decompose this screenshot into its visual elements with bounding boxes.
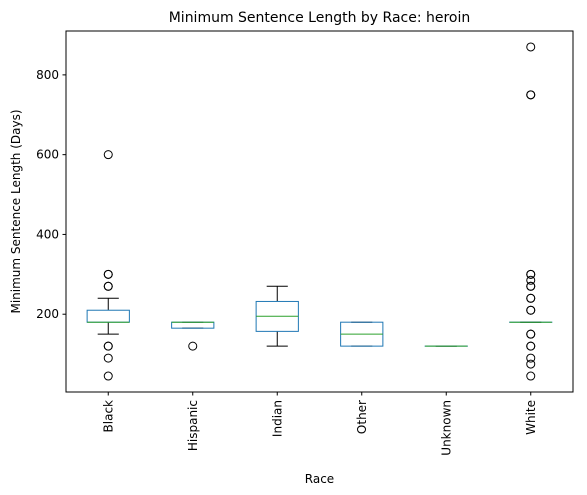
flier-point <box>103 371 113 381</box>
flier-point <box>526 269 536 279</box>
x-tick-label: Black <box>101 400 115 433</box>
y-tick-label: 400 <box>36 227 59 241</box>
flier-point <box>188 341 198 351</box>
flier-point <box>526 329 536 339</box>
flier-point <box>526 42 536 52</box>
y-axis-title: Minimum Sentence Length (Days) <box>9 109 23 313</box>
flier-point <box>526 275 536 285</box>
box-indian <box>255 285 299 347</box>
flier-point <box>103 281 113 291</box>
chart-title: Minimum Sentence Length by Race: heroin <box>169 10 471 26</box>
flier-point <box>526 293 536 303</box>
box-iqr <box>86 309 130 323</box>
box-other <box>340 321 384 347</box>
box-black <box>86 150 130 381</box>
flier-point <box>526 359 536 369</box>
x-tick-label: Unknown <box>439 400 453 456</box>
x-axis-title: Race <box>305 472 334 486</box>
box-hispanic <box>171 321 215 351</box>
flier-point <box>103 341 113 351</box>
x-tick-label: Other <box>355 400 369 434</box>
y-tick-label: 200 <box>36 307 59 321</box>
flier-point <box>526 90 536 100</box>
y-tick-label: 600 <box>36 148 59 162</box>
x-tick-label: Hispanic <box>186 400 200 451</box>
flier-point <box>526 281 536 291</box>
x-tick-label: Indian <box>270 400 284 437</box>
flier-point <box>526 341 536 351</box>
box-white <box>509 42 553 381</box>
y-tick-label: 800 <box>36 68 59 82</box>
flier-point <box>103 269 113 279</box>
flier-point <box>103 150 113 160</box>
plot-frame <box>65 30 574 393</box>
flier-point <box>526 353 536 363</box>
axes: 200 400 600 800 Black Hispanic Indian Other Unkn… <box>36 68 538 456</box>
plot-marks <box>86 42 553 381</box>
box-iqr <box>171 321 215 329</box>
x-tick-label: White <box>524 400 538 435</box>
flier-point <box>526 305 536 315</box>
flier-point <box>103 353 113 363</box>
flier-point <box>526 371 536 381</box>
